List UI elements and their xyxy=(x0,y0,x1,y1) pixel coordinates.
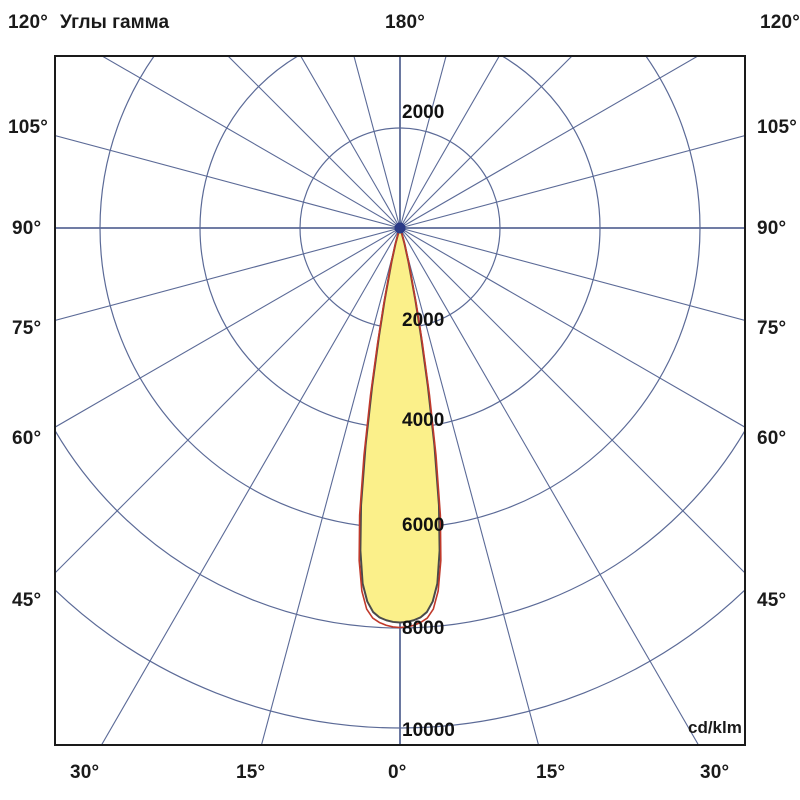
page-title: Углы гамма xyxy=(60,12,170,33)
radial-label-2000-bottom: 2000 xyxy=(402,310,445,331)
axis-label-bottom-15-right: 15° xyxy=(536,762,566,783)
axis-label-top-center: 180° xyxy=(385,12,426,33)
axis-label-right-45: 45° xyxy=(757,590,787,611)
radial-label-6000: 6000 xyxy=(402,515,445,536)
axis-label-bottom-0: 0° xyxy=(388,762,407,783)
axis-label-bottom-30-right: 30° xyxy=(700,762,730,783)
axis-label-right-90: 90° xyxy=(757,218,787,239)
axis-label-right-60: 60° xyxy=(757,428,787,449)
axis-label-bottom-30-left: 30° xyxy=(70,762,100,783)
axis-label-right-105: 105° xyxy=(757,117,798,138)
axis-label-top-left: 120° xyxy=(8,12,49,33)
radial-label-8000: 8000 xyxy=(402,618,445,639)
axis-label-right-75: 75° xyxy=(757,318,787,339)
radial-label-2000-top: 2000 xyxy=(402,102,445,123)
axis-label-left-105: 105° xyxy=(8,117,49,138)
axis-label-left-45: 45° xyxy=(12,590,42,611)
radial-label-4000: 4000 xyxy=(402,410,445,431)
unit-label: cd/klm xyxy=(688,718,742,737)
axis-label-left-75: 75° xyxy=(12,318,42,339)
axis-label-top-right: 120° xyxy=(760,12,800,33)
radial-label-10000: 10000 xyxy=(402,720,455,741)
axis-label-left-90: 90° xyxy=(12,218,42,239)
axis-label-bottom-15-left: 15° xyxy=(236,762,266,783)
axis-label-left-60: 60° xyxy=(12,428,42,449)
